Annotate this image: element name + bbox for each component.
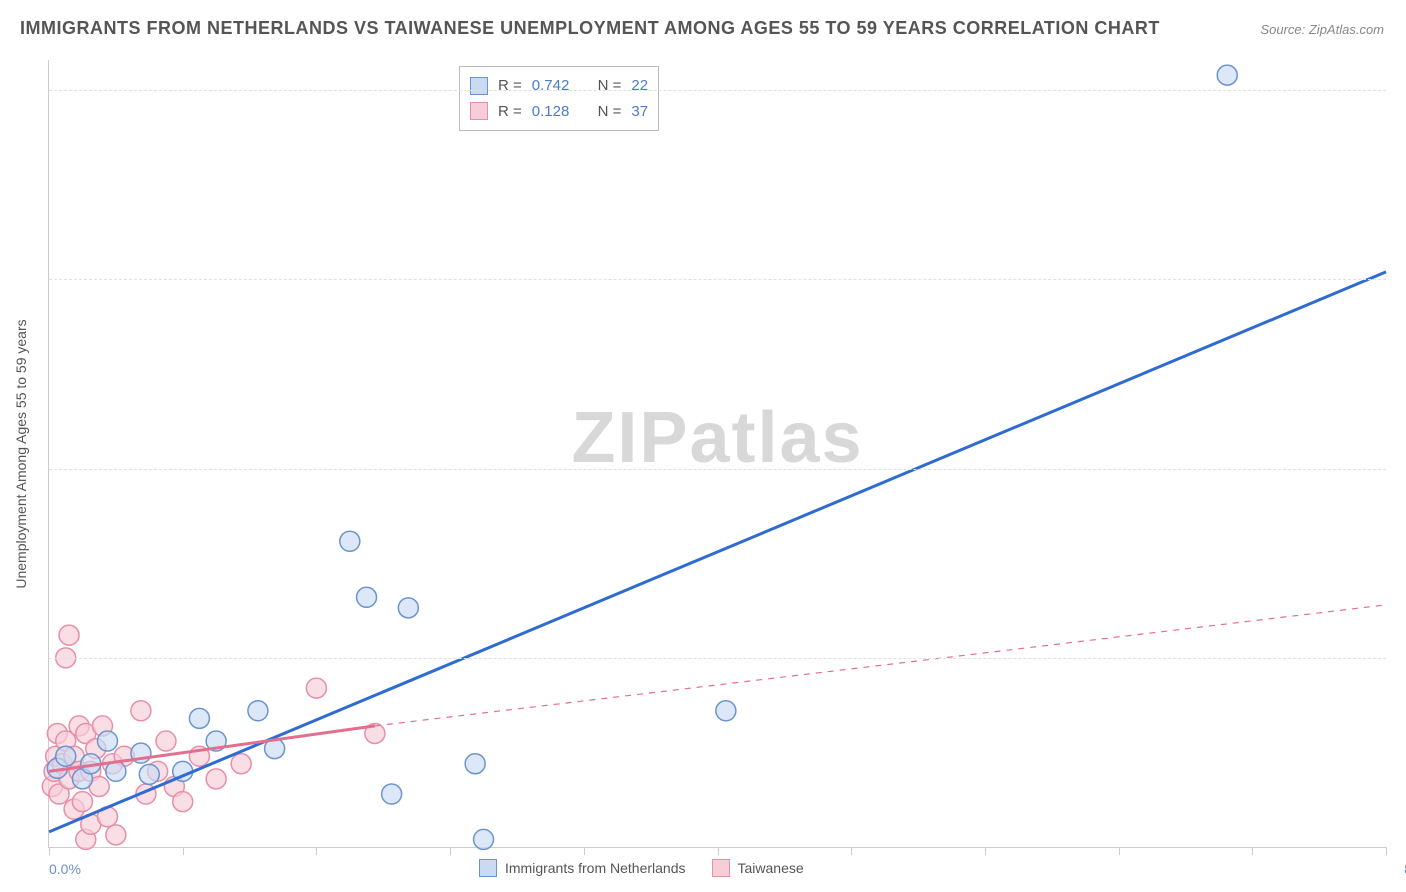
data-point	[465, 754, 485, 774]
data-point	[97, 731, 117, 751]
data-point	[131, 701, 151, 721]
grid-line	[49, 279, 1386, 280]
swatch-taiwanese-icon	[712, 859, 730, 877]
source-attribution: Source: ZipAtlas.com	[1260, 22, 1384, 37]
x-tick	[183, 847, 184, 855]
data-point	[156, 731, 176, 751]
data-point	[357, 587, 377, 607]
x-tick	[1252, 847, 1253, 855]
grid-line	[49, 90, 1386, 91]
plot-area: Unemployment Among Ages 55 to 59 years Z…	[48, 60, 1386, 848]
x-tick	[1386, 847, 1387, 855]
chart-svg	[49, 60, 1386, 847]
x-tick	[718, 847, 719, 855]
grid-line	[49, 469, 1386, 470]
x-tick	[584, 847, 585, 855]
legend-label-taiwanese: Taiwanese	[738, 860, 804, 876]
data-point	[1217, 65, 1237, 85]
data-point	[72, 792, 92, 812]
x-tick	[1119, 847, 1120, 855]
legend-item-taiwanese: Taiwanese	[712, 859, 804, 877]
x-tick	[49, 847, 50, 855]
data-point	[173, 792, 193, 812]
x-tick	[450, 847, 451, 855]
data-point	[231, 754, 251, 774]
data-point	[248, 701, 268, 721]
data-point	[56, 746, 76, 766]
data-point	[106, 825, 126, 845]
x-tick	[316, 847, 317, 855]
data-point	[716, 701, 736, 721]
regression-line-taiwanese-dashed	[375, 605, 1386, 726]
swatch-netherlands-icon	[479, 859, 497, 877]
data-point	[398, 598, 418, 618]
data-point	[189, 708, 209, 728]
data-point	[306, 678, 326, 698]
x-axis-min-label: 0.0%	[49, 861, 81, 877]
y-axis-label: Unemployment Among Ages 55 to 59 years	[13, 319, 29, 588]
legend-label-netherlands: Immigrants from Netherlands	[505, 860, 686, 876]
data-point	[59, 625, 79, 645]
data-point	[382, 784, 402, 804]
series-legend: Immigrants from Netherlands Taiwanese	[479, 859, 804, 877]
data-point	[340, 531, 360, 551]
legend-item-netherlands: Immigrants from Netherlands	[479, 859, 686, 877]
x-tick	[985, 847, 986, 855]
data-point	[139, 764, 159, 784]
data-point	[206, 769, 226, 789]
data-point	[474, 829, 494, 849]
regression-line-netherlands	[49, 272, 1386, 832]
grid-line	[49, 658, 1386, 659]
chart-title: IMMIGRANTS FROM NETHERLANDS VS TAIWANESE…	[20, 18, 1160, 39]
x-tick	[851, 847, 852, 855]
